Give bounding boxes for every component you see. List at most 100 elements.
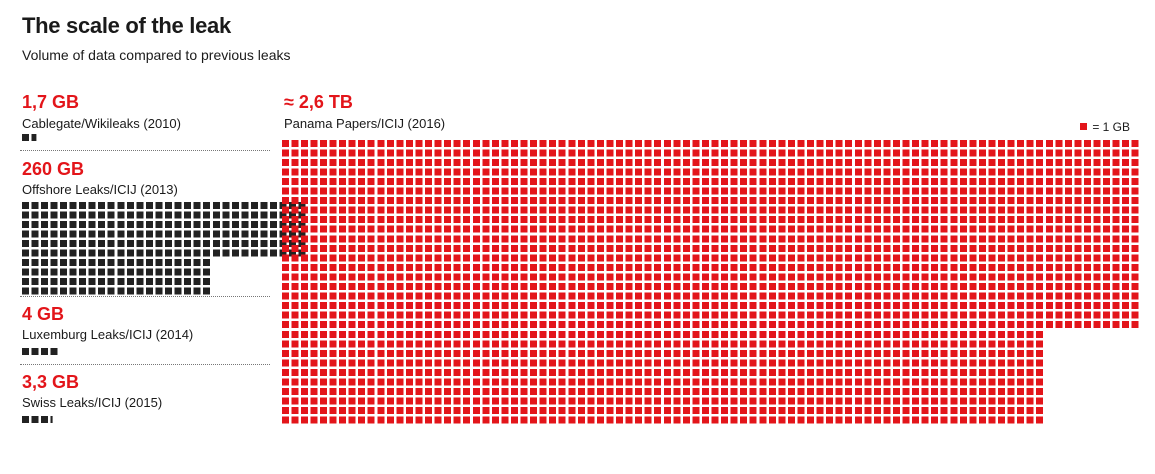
gb-square [979,245,986,252]
gb-square [193,278,201,285]
gb-square [654,388,661,395]
gb-square [558,140,566,147]
gb-square [921,321,929,328]
gb-square [683,407,690,414]
gb-square [625,178,633,185]
gb-square [98,278,105,285]
gb-square [406,254,413,262]
gb-square [339,388,346,395]
gb-square [702,216,709,223]
gb-square [473,235,480,243]
gb-square [568,206,576,214]
gb-square [41,202,48,209]
gb-square [339,254,346,262]
gb-square [883,378,891,386]
gb-square [1017,350,1024,357]
gb-square [358,311,365,319]
gb-square [960,331,967,338]
gb-square [683,369,690,376]
gb-square [358,302,365,309]
gb-square [702,369,709,376]
gb-square [320,178,327,185]
gb-square [291,245,299,252]
gb-square [329,273,337,281]
gb-square [721,311,728,319]
gb-square [329,283,337,290]
gb-square [730,159,738,166]
gb-square [511,302,518,309]
gb-square [979,235,986,243]
gb-square [1036,283,1043,290]
gb-square [558,149,566,157]
gb-square [329,388,337,395]
gb-square [482,245,490,252]
swissleaks-label: Swiss Leaks/ICIJ (2015) [22,395,163,410]
gb-square [578,273,585,281]
gb-square [960,292,967,300]
gb-square [606,378,614,386]
gb-square [69,202,77,209]
gb-square [874,254,881,262]
gb-square [778,321,786,328]
gb-square [616,311,623,319]
gb-square [348,206,356,214]
gb-square [165,211,172,219]
gb-square [444,206,451,214]
gb-square [1026,254,1034,262]
gb-square [969,378,977,386]
gb-square [69,259,77,266]
gb-square [759,197,767,204]
gb-square [473,350,480,357]
gb-square [625,321,633,328]
gb-square [931,283,938,290]
gb-square [692,359,700,367]
gb-square [1055,235,1063,243]
gb-square [310,197,318,204]
gb-square [473,187,480,195]
gb-square [1103,273,1110,281]
gb-square [415,388,423,395]
gb-square [41,278,48,285]
gb-square [749,302,757,309]
gb-square [279,240,287,247]
gb-square [174,240,182,247]
gb-square [329,407,337,414]
gb-square [289,211,296,219]
gb-square [463,292,470,300]
gb-square [301,311,308,319]
gb-square [425,197,432,204]
gb-square [702,225,709,233]
gb-square [950,187,958,195]
gb-square [988,369,996,376]
gb-square [912,197,919,204]
gb-square [22,221,29,228]
gb-square [511,340,518,348]
gb-square [501,369,509,376]
gb-square [711,264,719,271]
gb-square [797,149,805,157]
gb-square [1017,321,1024,328]
gb-square [931,178,938,185]
gb-square [826,149,833,157]
gb-square [988,416,996,424]
gb-square [778,331,786,338]
gb-square [406,369,413,376]
gb-square [855,264,862,271]
gb-square [425,407,432,414]
gb-square [788,206,795,214]
gb-square [797,388,805,395]
gb-square [988,273,996,281]
gb-square [807,359,814,367]
gb-square [797,407,805,414]
gb-square [453,302,461,309]
gb-square [721,302,728,309]
gb-square [664,359,671,367]
gb-square [635,225,642,233]
gb-square [998,378,1005,386]
gb-square [979,149,986,157]
gb-square [301,416,308,424]
gb-square [616,331,623,338]
gb-square [511,149,518,157]
gb-square [931,245,938,252]
gb-square [749,321,757,328]
